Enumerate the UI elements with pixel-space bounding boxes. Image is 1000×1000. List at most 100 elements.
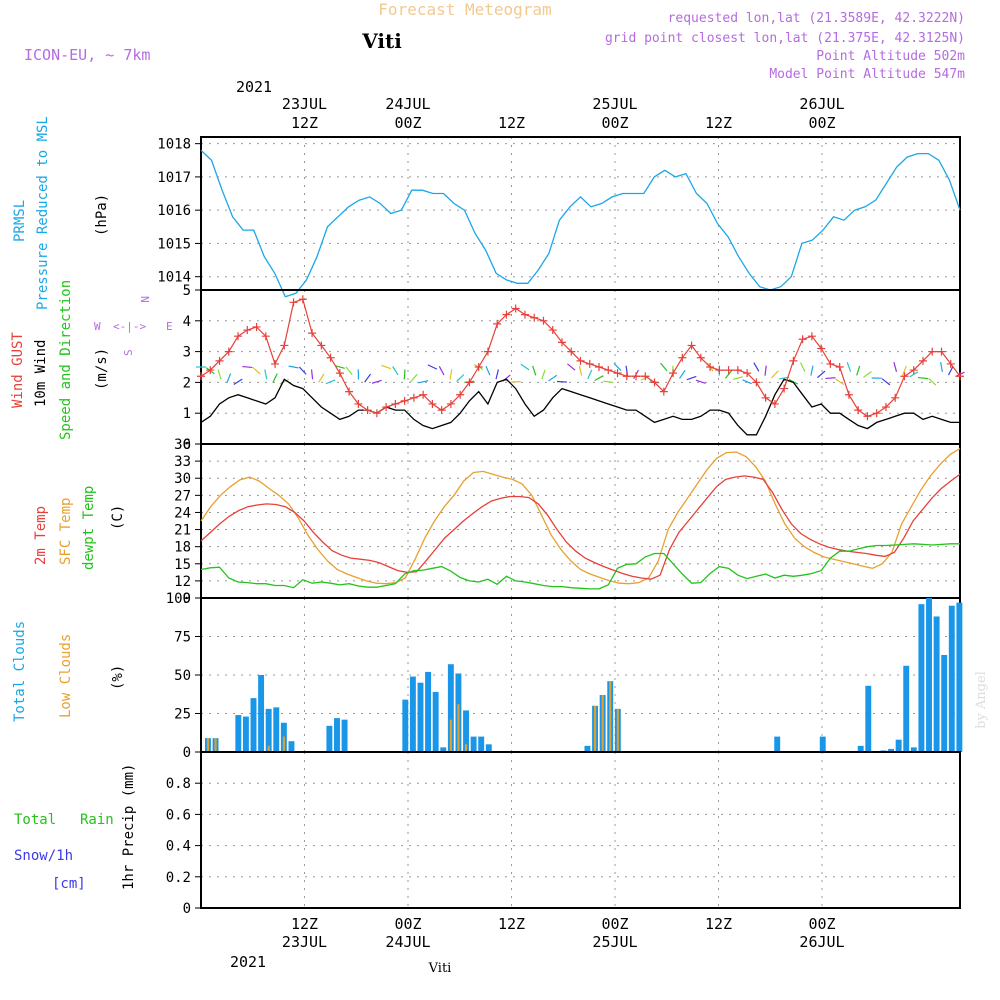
wind-gust-marker <box>215 356 224 365</box>
precip-frame <box>200 751 961 909</box>
wind-gust-marker <box>539 316 548 325</box>
top-hour-label: 00Z <box>394 114 421 132</box>
top-day-label: 25JUL <box>592 95 637 113</box>
wind-gust-marker <box>502 310 511 319</box>
total-cloud-bar <box>425 671 432 752</box>
wind-direction-arrow <box>578 365 583 376</box>
pressure-ytick-label: 1016 <box>157 203 191 219</box>
pressure-line <box>200 149 961 298</box>
bottom-hour-label: 00Z <box>808 915 835 933</box>
wind-direction-arrow <box>695 379 706 384</box>
total-cloud-bar <box>478 736 485 752</box>
wind-gust-marker <box>224 347 233 356</box>
wind-direction-arrow <box>902 365 907 376</box>
wind-gust-marker <box>428 399 437 408</box>
low-cloud-bar <box>601 695 604 752</box>
clouds-panel: 0 25 50 75 100 <box>166 591 963 761</box>
wind-gust-marker <box>650 378 659 387</box>
temp-ytick-label: 30 <box>174 471 191 487</box>
wind-gust-marker <box>493 319 502 328</box>
temp-2m-line <box>200 473 961 580</box>
precip-cm-label: [cm] <box>52 876 86 892</box>
wind-gust-marker <box>354 399 363 408</box>
temp-ytick-label: 9 <box>183 591 191 607</box>
total-cloud-bar <box>819 736 826 752</box>
wind-gust-marker <box>363 406 372 415</box>
wind-gust-marker <box>382 403 391 412</box>
wind-gust-marker <box>483 347 492 356</box>
temp-frame <box>200 443 961 599</box>
total-cloud-bar <box>334 718 340 752</box>
year-label-bottom: 2021 <box>230 953 266 971</box>
wind-gust-marker <box>456 390 465 399</box>
bottom-hour-label: 12Z <box>291 915 318 933</box>
wind-gust-marker <box>937 347 946 356</box>
station-name: Viti <box>361 29 402 53</box>
temp-ytick-label: 27 <box>174 488 191 504</box>
precip-axis-label: 1hr Precip (mm) <box>121 764 137 890</box>
total-cloud-bar <box>409 676 416 752</box>
wind-direction-arrow <box>456 374 465 382</box>
wind-gust-marker <box>733 366 742 375</box>
wind-unit: (m/s) <box>94 348 110 390</box>
wind-direction-arrow <box>381 364 392 370</box>
total-cloud-bar <box>432 691 439 752</box>
wind-panel: 0 1 2 3 4 5 <box>183 283 965 453</box>
bottom-day-label: 23JUL <box>282 933 327 951</box>
wind-gust-marker <box>844 390 853 399</box>
wind-gust-marker <box>900 372 909 381</box>
wind-direction-arrow <box>940 361 943 373</box>
wind-gust-marker <box>252 322 261 331</box>
wind-direction-arrow <box>928 377 937 386</box>
year-label-top: 2021 <box>236 78 272 96</box>
temp-ytick-label: 21 <box>174 523 191 539</box>
wind-gust-marker <box>317 341 326 350</box>
pressure-panel: 1014 1015 1016 1017 1018 <box>157 136 961 298</box>
bottom-day-label: 26JUL <box>799 933 844 951</box>
low-cloud-bar <box>282 736 285 752</box>
total-cloud-bar <box>463 710 469 752</box>
wind-gust-marker <box>520 310 529 319</box>
wind-gust-marker <box>261 332 270 341</box>
precip-total-label: Total <box>14 812 56 828</box>
wind-direction-arrow <box>732 376 743 380</box>
wind-direction-arrow <box>242 365 253 369</box>
wind-direction-arrow <box>556 380 568 383</box>
wind-gust-marker <box>817 344 826 353</box>
wind-direction-arrow <box>893 362 898 372</box>
wind-direction-arrow <box>863 370 872 378</box>
total-cloud-bar <box>341 719 348 752</box>
total-cloud-bar <box>440 747 447 752</box>
total-cloud-bar <box>258 675 265 752</box>
wind-gust-marker <box>567 347 576 356</box>
wind-direction-arrow <box>485 365 491 376</box>
wind-gust-marker <box>391 399 400 408</box>
temp-ytick-label: 33 <box>174 454 191 470</box>
wind-gust-marker <box>715 366 724 375</box>
wind-gust-marker <box>613 369 622 378</box>
wind-gust-marker <box>557 338 566 347</box>
wind-frame <box>200 289 961 445</box>
wind-direction-arrow <box>272 373 278 383</box>
total-clouds-label: Total Clouds <box>12 621 28 722</box>
precip-rain-label: Rain <box>80 812 114 828</box>
wind-direction-arrow <box>438 365 445 376</box>
total-cloud-bar <box>250 698 257 752</box>
low-cloud-bar <box>464 744 468 752</box>
total-cloud-bar <box>235 715 242 752</box>
low-cloud-bar <box>206 738 210 752</box>
low-cloud-bar <box>449 719 452 752</box>
low-cloud-bar <box>457 704 460 752</box>
gridpoint-coords: grid point closest lon,lat (21.375E, 42.… <box>605 31 965 46</box>
wind-gust-marker <box>678 353 687 362</box>
total-cloud-bar <box>288 741 295 752</box>
clouds-unit: (%) <box>110 665 126 690</box>
pressure-labels: PRMSL Pressure Reduced to MSL (hPa) <box>12 116 110 310</box>
requested-coords: requested lon,lat (21.3589E, 42.3222N) <box>668 11 965 26</box>
wind-gust-marker <box>400 396 409 405</box>
temp-ytick-label: 15 <box>174 557 191 573</box>
total-cloud-bar <box>918 604 925 752</box>
wind-direction-arrow <box>364 373 372 383</box>
wind-gust-marker <box>641 372 650 381</box>
